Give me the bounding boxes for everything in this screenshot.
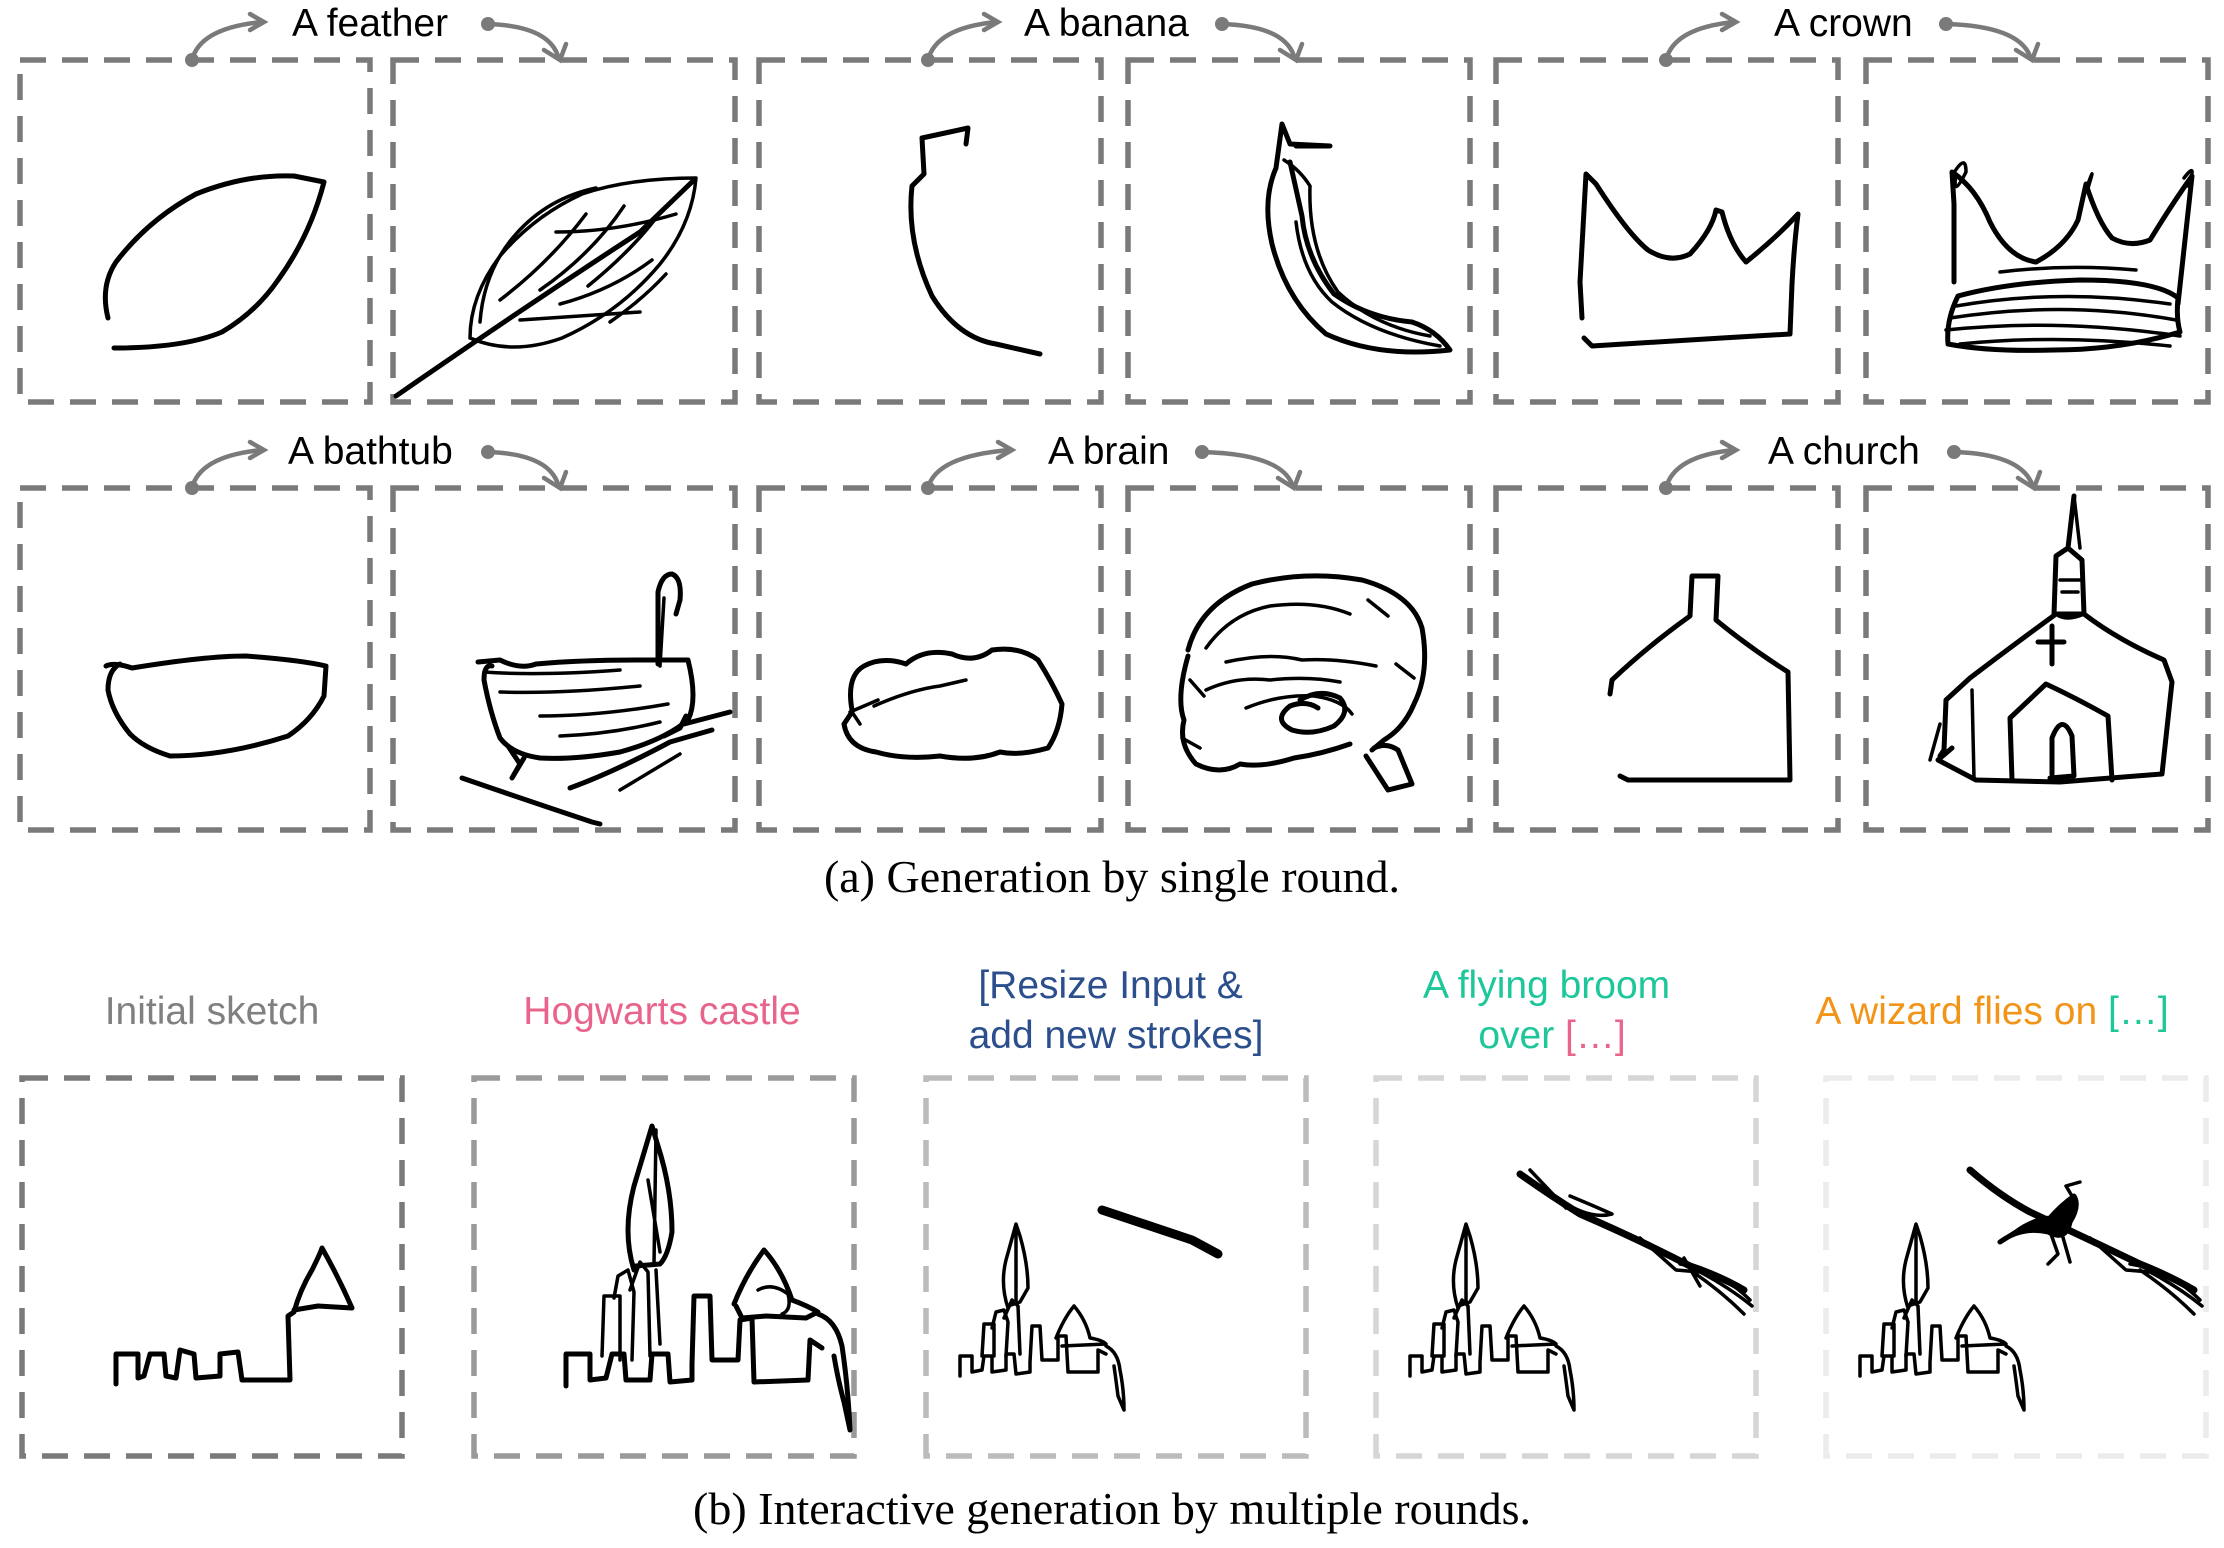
banana-prompt: A banana (921, 2, 1305, 67)
feather-input-box (17, 57, 373, 405)
round-label-initial-sketch: Initial sketch (105, 990, 320, 1033)
round-label-broom: A flying broom over […] (1423, 964, 1681, 1057)
broom-drawing (1408, 1168, 1754, 1412)
crown-input-box (1493, 57, 1841, 405)
feather-output-sketch (393, 176, 698, 399)
church-output-sketch (1928, 493, 2175, 785)
crown-output-box (1863, 57, 2211, 405)
brain-output-box (1125, 485, 1473, 833)
prompt-label: A bathtub (288, 430, 453, 473)
banana-output-box (1125, 57, 1473, 405)
brain-prompt: A brain (921, 430, 1303, 495)
prompt-label: A feather (292, 2, 448, 45)
prompt-label: A crown (1774, 2, 1913, 45)
round-box-2 (471, 1075, 857, 1459)
crown-output-sketch (1944, 161, 2195, 353)
church-prompt: A church (1659, 430, 2043, 495)
brain-input-box (756, 485, 1104, 833)
bathtub-output-sketch (459, 571, 733, 827)
initial-sketch-drawing (113, 1245, 355, 1387)
church-input-sketch (1607, 573, 1793, 783)
round-label-resize: [Resize Input & add new strokes] (969, 964, 1264, 1057)
part-b-panels (19, 1075, 2209, 1459)
crown-input-sketch (1577, 171, 1801, 349)
banana-output-sketch (1265, 121, 1453, 355)
feather-input-sketch (102, 173, 327, 351)
feather-output-box (390, 57, 738, 405)
prompt-label: A brain (1048, 430, 1169, 473)
bathtub-output-box (390, 485, 738, 833)
caption-b: (b) Interactive generation by multiple r… (693, 1483, 1531, 1534)
round-box-4 (1373, 1075, 1759, 1459)
bathtub-input-sketch (103, 653, 329, 759)
round-box-3 (923, 1075, 1309, 1459)
bathtub-prompt: A bathtub (185, 430, 569, 495)
prompt-label: A church (1768, 430, 1920, 473)
round-label-wizard: A wizard flies on […] (1815, 990, 2168, 1033)
hogwarts-drawing (563, 1123, 853, 1433)
caption-a: (a) Generation by single round. (824, 851, 1400, 902)
banana-input-sketch (908, 125, 1043, 357)
brain-input-sketch (841, 646, 1065, 761)
round-box-1 (19, 1075, 405, 1459)
brain-output-sketch (1178, 573, 1428, 793)
wizard-drawing (1858, 1166, 2204, 1412)
resize-drawing (958, 1205, 1223, 1412)
crown-prompt: A crown (1659, 2, 2041, 67)
part-b-labels: Initial sketch Hogwarts castle [Resize I… (105, 964, 2169, 1057)
church-output-box (1863, 485, 2211, 833)
round-label-hogwarts: Hogwarts castle (523, 990, 800, 1033)
prompt-label: A banana (1024, 2, 1189, 45)
banana-input-box (756, 57, 1104, 405)
round-box-5 (1823, 1075, 2209, 1459)
feather-prompt: A feather (185, 2, 569, 67)
